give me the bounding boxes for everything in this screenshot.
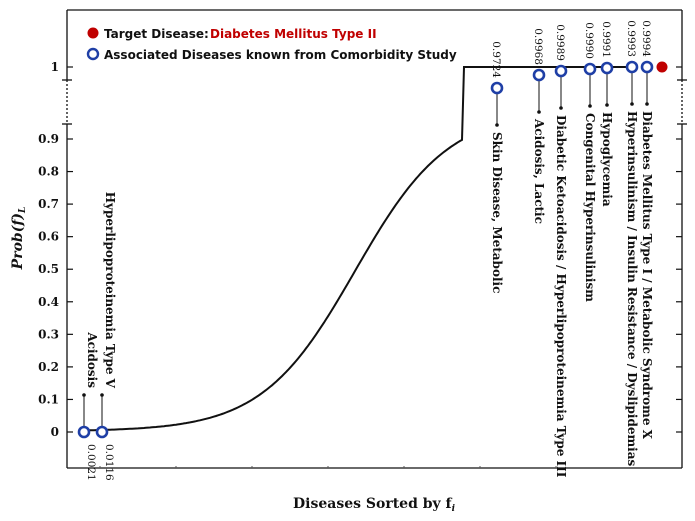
disease-label: Acidosis, Lactic — [532, 118, 546, 224]
leader-dot — [645, 102, 649, 106]
y-tick-label: 0.1 — [38, 392, 59, 406]
associated-disease-marker — [95, 425, 109, 439]
y-tick-label: 0 — [51, 425, 59, 439]
probability-value-label: 0.9990 — [583, 22, 595, 59]
associated-disease-marker — [554, 64, 568, 78]
probability-value-label: 0.9724 — [490, 41, 502, 78]
associated-point: Hyperlipoproteinemia Type V 0.0116 — [95, 192, 117, 481]
associated-point: 0.9968 Acidosis, Lactic — [532, 28, 546, 224]
y-tick-label: 0.4 — [38, 295, 59, 309]
leader-dot — [559, 106, 563, 110]
disease-label: Congenital Hyperinsulinism — [583, 113, 597, 302]
leader-dot — [495, 123, 499, 127]
associated-point: 0.9994 Diabetes Mellitus Type I / Metabol… — [640, 20, 654, 439]
target-disease-marker — [656, 61, 668, 73]
legend-target-label: Target Disease: — [104, 27, 209, 41]
associated-disease-marker — [532, 68, 546, 82]
leader-dot — [605, 103, 609, 107]
y-axis-title: Prob(f)L — [10, 207, 28, 271]
associated-point: 0.9989 Diabetic Ketoacidosis / Hyperlipop… — [554, 24, 568, 477]
leader-dot — [537, 110, 541, 114]
leader-dot — [630, 102, 634, 106]
legend-target-name: Diabetes Mellitus Type II — [210, 27, 377, 41]
y-tick-label: 0.9 — [38, 132, 59, 146]
legend-associated-label: Associated Diseases known from Comorbidi… — [104, 48, 457, 62]
probability-value-label: 0.9989 — [554, 24, 566, 61]
probability-value-label: 0.9994 — [640, 20, 652, 57]
associated-point: 0.9990 Congenital Hyperinsulinism — [583, 22, 597, 302]
y-tick-label: 0.2 — [38, 360, 59, 374]
disease-label: Skin Disease, Metabolic — [490, 132, 504, 293]
y-tick-label: 0.5 — [38, 262, 59, 276]
probability-value-label: 0.9991 — [600, 21, 612, 58]
y-tick-label: 0.7 — [38, 197, 59, 211]
x-axis-title: Diseases Sorted by fi — [293, 496, 456, 514]
leader-dot — [100, 393, 104, 397]
associated-disease-marker — [625, 60, 639, 74]
y-tick-label: 0.3 — [38, 327, 59, 341]
legend-associated-marker — [86, 47, 100, 61]
associated-point: 0.9991 Hypoglycemia — [600, 21, 614, 207]
associated-disease-marker — [640, 60, 654, 74]
y-tick-label: 1 — [51, 60, 59, 74]
legend-target-marker — [87, 27, 99, 39]
leader-dot — [588, 104, 592, 108]
associated-point: 0.9724 Skin Disease, Metabolic — [490, 41, 504, 293]
disease-label: Hyperinsulinism / Insulin Resistance / D… — [625, 111, 639, 467]
associated-point: Acidosis 0.0021 — [77, 331, 99, 481]
probability-value-label: 0.9968 — [532, 28, 544, 65]
probability-curve — [84, 66, 632, 432]
associated-disease-marker — [583, 62, 597, 76]
disease-label: Hypoglycemia — [600, 112, 614, 207]
disease-label: Diabetic Ketoacidosis / Hyperlipoprotein… — [554, 115, 568, 478]
leader-dot — [82, 393, 86, 397]
associated-point: 0.9993 Hyperinsulinism / Insulin Resistan… — [625, 20, 639, 466]
associated-disease-marker — [600, 61, 614, 75]
associated-disease-marker — [490, 81, 504, 95]
associated-disease-marker — [77, 425, 91, 439]
disease-label: Acidosis — [85, 331, 99, 388]
disease-label: Diabetes Mellitus Type I / Metabolic Syn… — [640, 111, 654, 440]
disease-label: Hyperlipoproteinemia Type V — [103, 192, 117, 389]
probability-value-label: 0.0021 — [85, 444, 97, 481]
probability-value-label: 0.0116 — [103, 444, 115, 481]
y-tick-label: 0.8 — [38, 165, 59, 179]
probability-value-label: 0.9993 — [625, 20, 637, 57]
y-tick-label: 0.6 — [38, 230, 59, 244]
